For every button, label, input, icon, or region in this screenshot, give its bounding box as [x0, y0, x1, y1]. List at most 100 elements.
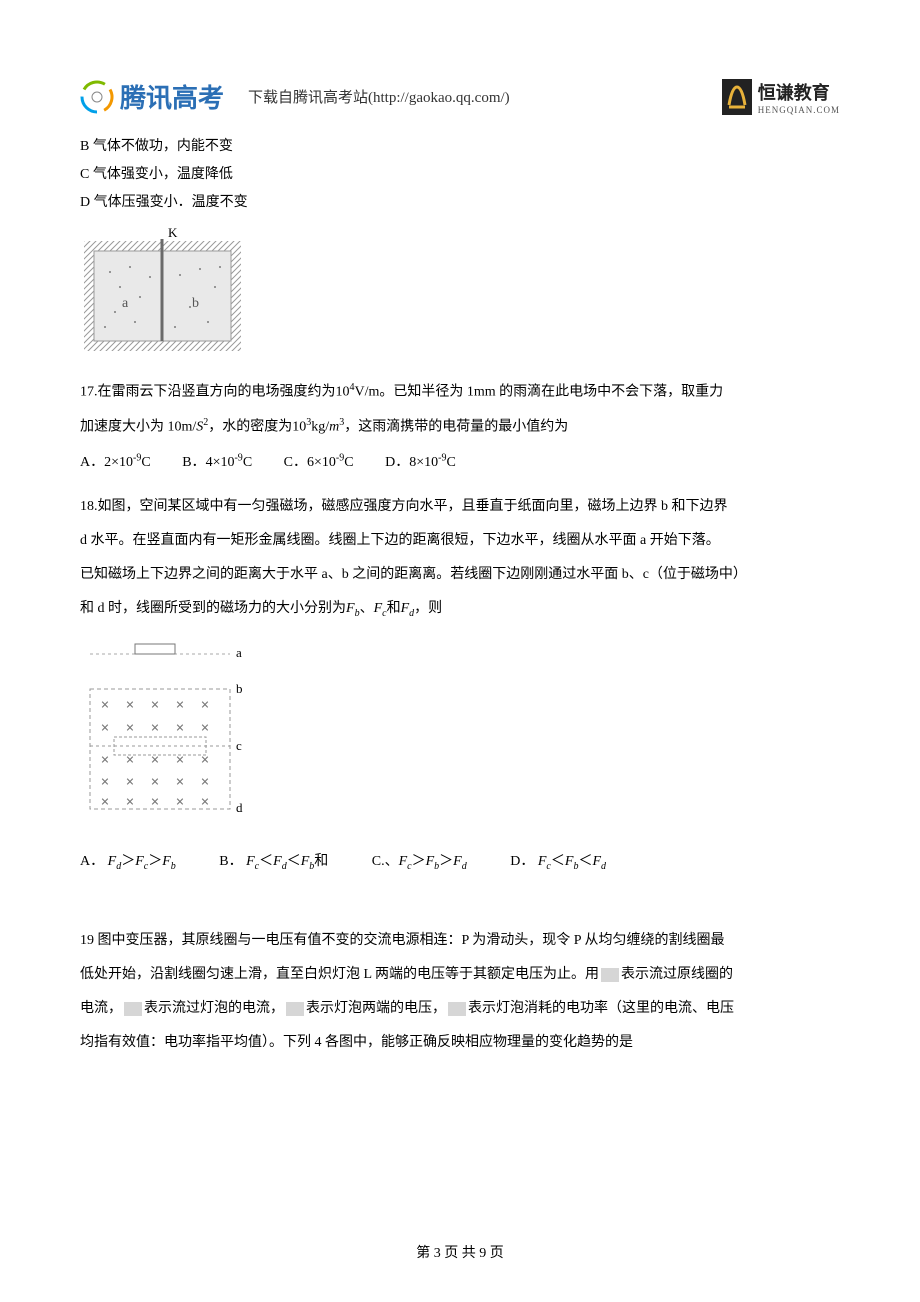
svg-text:×: × — [126, 794, 134, 810]
svg-text:×: × — [176, 774, 184, 790]
q17-para1: 17.在雷雨云下沿竖直方向的电场强度约为104V/m。已知半径为 1mm 的雨滴… — [80, 378, 840, 407]
opt-b: B 气体不做功，内能不变 — [80, 133, 840, 161]
svg-text:×: × — [101, 794, 109, 810]
q18c-rs: d — [462, 860, 467, 871]
redacted-symbol-icon — [448, 1002, 466, 1016]
svg-text:×: × — [176, 752, 184, 768]
q18-choice-a: A． Fd＞Fc＞Fb — [80, 854, 179, 869]
q19-p1: 19 图中变压器，其原线圈与一电压有值不变的交流电源相连：P 为滑动头，现令 P… — [80, 927, 840, 955]
q18d-r: F — [592, 854, 601, 869]
q19-p3b: 表示流过灯泡的电流， — [144, 1001, 284, 1016]
svg-text:×: × — [101, 697, 109, 713]
q18b-l: F — [246, 854, 255, 869]
q17-e-unit: V/m — [355, 385, 380, 400]
svg-text:×: × — [151, 720, 159, 736]
q17-t3: 加速度大小为 10m/ — [80, 419, 196, 434]
fig-q16: K a b — [80, 227, 840, 360]
svg-text:×: × — [201, 720, 209, 736]
redacted-symbol-icon — [286, 1002, 304, 1016]
q17-b-unit: C — [243, 455, 252, 470]
q19-p3: 电流，表示流过灯泡的电流，表示灯泡两端的电压，表示灯泡消耗的电功率（这里的电流、… — [80, 995, 840, 1023]
q19-p3c: 表示灯泡两端的电压， — [306, 1001, 446, 1016]
q17-choice-b: B．4×10-9C — [182, 455, 255, 470]
fig18-la: a — [236, 645, 242, 660]
q18a-g1: ＞ — [121, 854, 135, 869]
q18a-label: A． — [80, 854, 104, 869]
q18a-r: F — [162, 854, 171, 869]
q17-choice-a: A．2×10-9C — [80, 455, 154, 470]
q17-choice-d: D．8×10-9C — [385, 455, 456, 470]
fig18-ld: d — [236, 800, 243, 815]
hengqian-brand-text: 恒谦教育 — [758, 79, 840, 105]
q17-para2: 加速度大小为 10m/S2，水的密度为103kg/m3，这雨滴携带的电荷量的最小… — [80, 413, 840, 442]
q18-fc: F — [374, 601, 383, 616]
q18-p4: 和 d 时，线圈所受到的磁场力的大小分别为Fb、Fc和Fd，则 — [80, 595, 840, 624]
page-container: 腾讯高考 下载自腾讯高考站(http://gaokao.qq.com/) 恒谦教… — [0, 0, 920, 1302]
q17-t4: ，水的密度为 — [208, 419, 292, 434]
q18-choices: A． Fd＞Fc＞Fb B． Fc＜Fd＜Fb和 C.、Fc＞Fb＞Fd D． … — [80, 847, 840, 878]
q17-d-val: 8×10 — [409, 455, 438, 470]
svg-text:×: × — [151, 752, 159, 768]
q17-e-mag: 10 — [336, 385, 350, 400]
q17-a-val: 2×10 — [104, 455, 133, 470]
q17-t1: 17.在雷雨云下沿竖直方向的电场强度约为 — [80, 385, 336, 400]
q18d-label: D． — [510, 854, 534, 869]
q18c-g1: ＞ — [412, 854, 426, 869]
tencent-logo-text: 腾讯高考 — [120, 78, 224, 115]
q17-choices: A．2×10-9C B．4×10-9C C．6×10-9C D．8×10-9C — [80, 447, 840, 478]
q17-rho-u1: kg/ — [311, 419, 329, 434]
svg-text:×: × — [126, 774, 134, 790]
fig18-lc: c — [236, 738, 242, 753]
q18-p1: 18.如图，空间某区域中有一匀强磁场，磁感应强度方向水平，且垂直于纸面向里，磁场… — [80, 493, 840, 521]
svg-text:×: × — [101, 720, 109, 736]
q18-fd: F — [401, 601, 410, 616]
q18c-label: C.、 — [372, 854, 399, 869]
tencent-swirl-icon — [80, 80, 114, 114]
q18c-l: F — [399, 854, 408, 869]
svg-text:×: × — [126, 697, 134, 713]
q18d-l1: ＜ — [551, 854, 565, 869]
q18-p3: 已知磁场上下边界之间的距离大于水平 a、b 之间的距离离。若线圈下边刚刚通过水平… — [80, 561, 840, 589]
q17-c-val: 6×10 — [307, 455, 336, 470]
svg-text:×: × — [201, 794, 209, 810]
opt-c: C 气体强变小，温度降低 — [80, 161, 840, 189]
opt-d: D 气体压强变小．温度不变 — [80, 189, 840, 217]
q17-d-label: D． — [385, 455, 409, 470]
q18-fb: F — [346, 601, 355, 616]
svg-text:×: × — [151, 774, 159, 790]
q17-b-label: B． — [182, 455, 205, 470]
q17-d-unit: C — [446, 455, 455, 470]
q17-rho-mag: 10 — [292, 419, 306, 434]
q18d-rs: d — [601, 860, 606, 871]
svg-text:×: × — [151, 697, 159, 713]
q19-p2a: 低处开始，沿割线圈匀速上滑，直至白炽灯泡 L 两端的电压等于其额定电压为止。用 — [80, 967, 599, 982]
fig16-a-label: a — [122, 296, 129, 311]
q17-c-exp: -9 — [336, 452, 344, 463]
q18a-m: F — [135, 854, 144, 869]
q17-b-val: 4×10 — [206, 455, 235, 470]
q18b-m: F — [273, 854, 282, 869]
tencent-logo-block: 腾讯高考 下载自腾讯高考站(http://gaokao.qq.com/) — [80, 78, 510, 115]
q17-b-exp: -9 — [234, 452, 242, 463]
q18a-l: F — [108, 854, 117, 869]
svg-text:×: × — [126, 752, 134, 768]
q17-a-unit: C — [141, 455, 150, 470]
q18-p4a: 和 d 时，线圈所受到的磁场力的大小分别为 — [80, 601, 346, 616]
q19-p3d: 表示灯泡消耗的电功率（这里的电流、电压 — [468, 1001, 734, 1016]
page-header: 腾讯高考 下载自腾讯高考站(http://gaokao.qq.com/) 恒谦教… — [80, 78, 840, 115]
q18-tail: ，则 — [414, 601, 442, 616]
svg-text:×: × — [201, 774, 209, 790]
q18a-rs: b — [171, 860, 176, 871]
q17-rho-m: m — [329, 419, 339, 434]
svg-text:×: × — [176, 720, 184, 736]
svg-text:×: × — [151, 794, 159, 810]
redacted-symbol-icon — [124, 1002, 142, 1016]
q17-a-label: A． — [80, 455, 104, 470]
q17-choice-c: C．6×10-9C — [284, 455, 357, 470]
q18c-g2: ＞ — [439, 854, 453, 869]
q18-choice-b: B． Fc＜Fd＜Fb和 — [219, 854, 331, 869]
q19-p2: 低处开始，沿割线圈匀速上滑，直至白炽灯泡 L 两端的电压等于其额定电压为止。用表… — [80, 961, 840, 989]
q18-and: 和 — [387, 601, 401, 616]
q18c-m: F — [426, 854, 435, 869]
q17-t5: ，这雨滴携带的电荷量的最小值约为 — [344, 419, 568, 434]
